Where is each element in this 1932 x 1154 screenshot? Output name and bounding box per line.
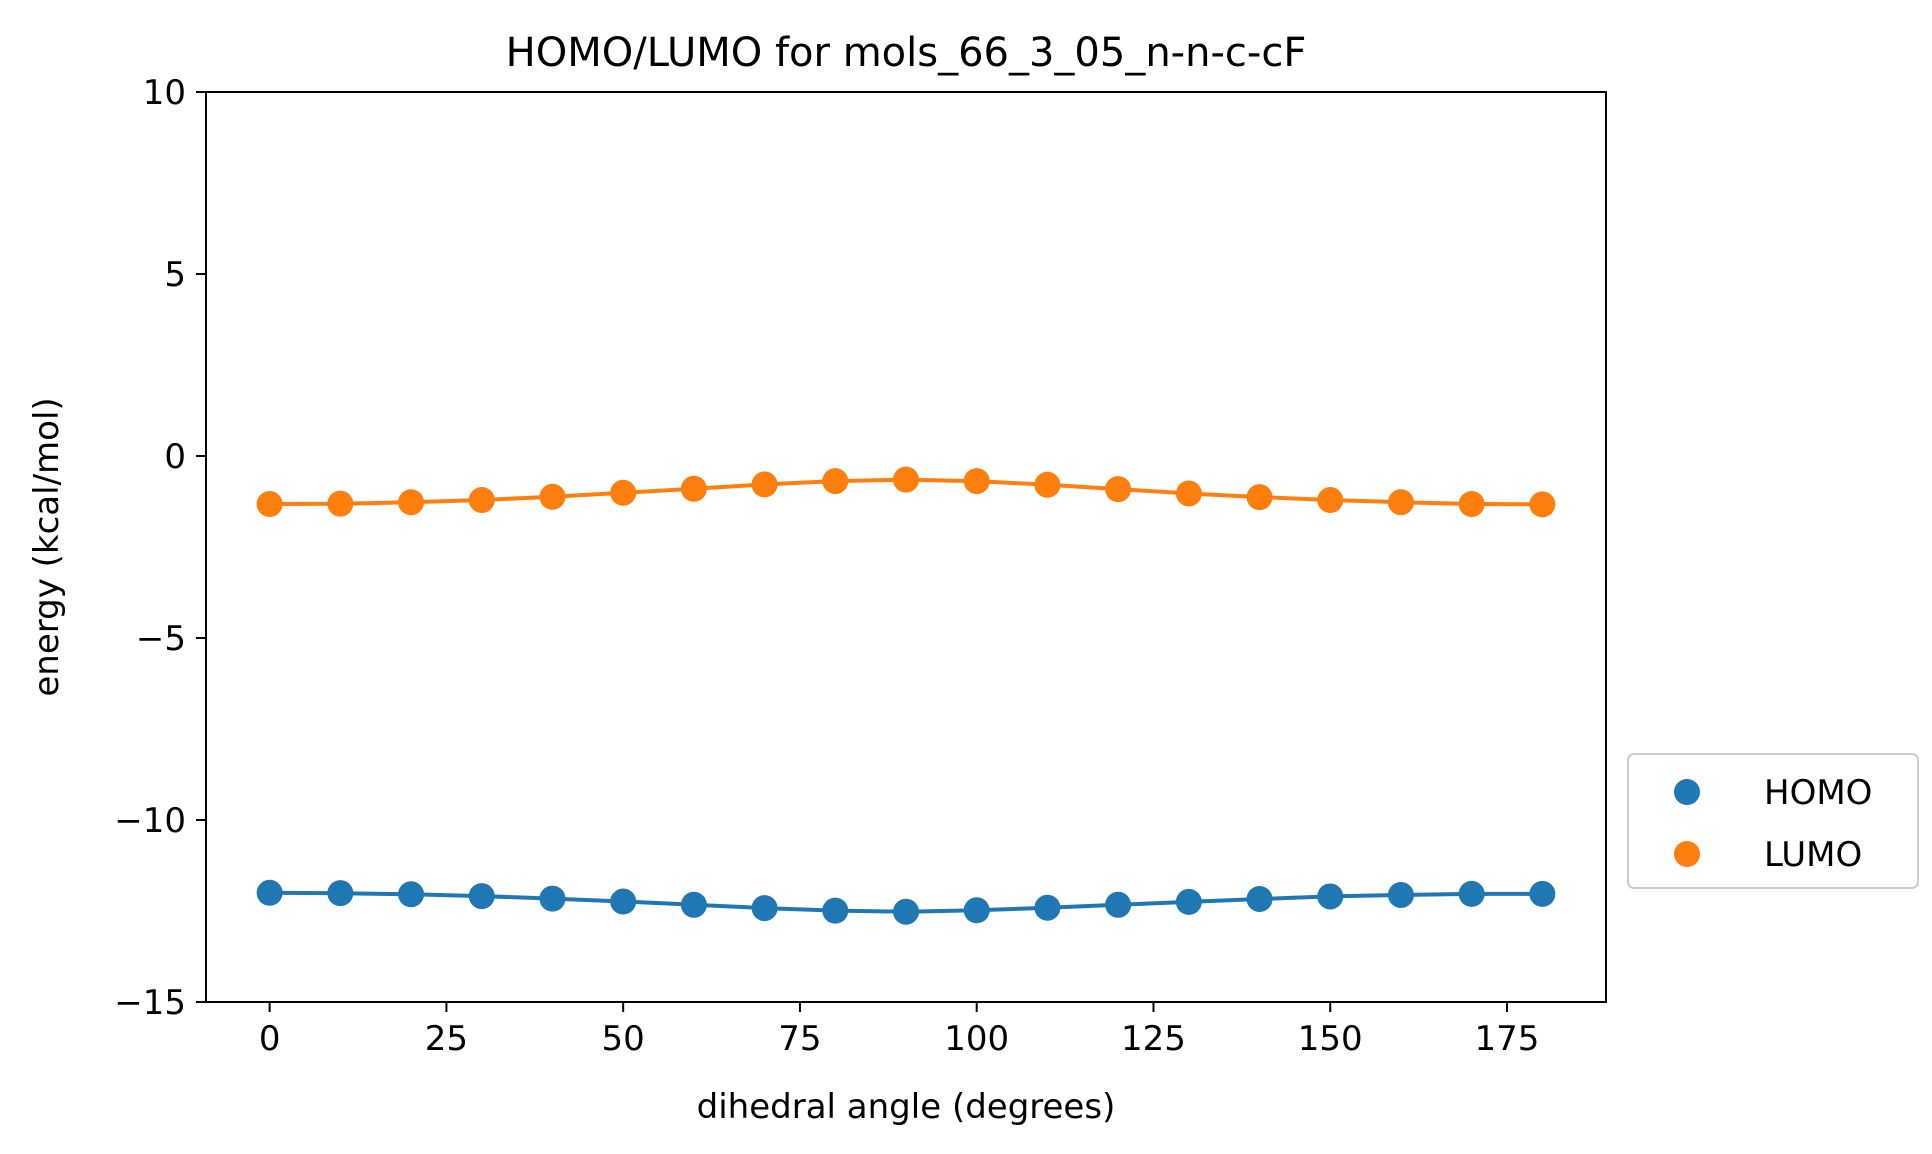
x-tick-label: 0 xyxy=(259,1019,281,1059)
y-tick-label: −10 xyxy=(114,801,186,841)
lumo-point xyxy=(1105,476,1132,503)
homo-point xyxy=(680,891,707,918)
homo-point xyxy=(398,881,425,908)
homo-point xyxy=(1034,894,1061,921)
lumo-point xyxy=(327,490,354,517)
x-tick-label: 75 xyxy=(778,1019,821,1059)
homo-point xyxy=(1317,883,1344,910)
lumo-point xyxy=(468,487,495,514)
lumo-point xyxy=(822,468,849,495)
homo-point xyxy=(1175,888,1202,915)
lumo-point xyxy=(1458,491,1485,518)
chart-title: HOMO/LUMO for mols_66_3_05_n-n-c-cF xyxy=(506,30,1307,76)
lumo-point xyxy=(751,471,778,498)
lumo-point xyxy=(1317,487,1344,514)
x-tick-label: 50 xyxy=(602,1019,645,1059)
lumo-point xyxy=(1387,489,1414,516)
lumo-point xyxy=(963,468,990,495)
y-tick-label: 0 xyxy=(164,437,186,477)
homo-point xyxy=(1246,885,1273,912)
homo-point xyxy=(1387,881,1414,908)
y-tick-label: 10 xyxy=(143,73,186,113)
homo-point xyxy=(822,897,849,924)
legend-label-lumo: LUMO xyxy=(1764,835,1862,875)
homo-point xyxy=(1458,880,1485,907)
lumo-point xyxy=(398,489,425,516)
homo-point xyxy=(539,885,566,912)
homo-point xyxy=(1105,891,1132,918)
legend-label-homo: HOMO xyxy=(1764,773,1872,813)
x-tick-label: 150 xyxy=(1298,1019,1363,1059)
lumo-point xyxy=(1034,471,1061,498)
lumo-point xyxy=(680,475,707,502)
x-axis: 0 25 50 75 100 125 150 175 xyxy=(259,1002,1540,1059)
plot-frame xyxy=(205,91,1607,1003)
lumo-point xyxy=(893,466,919,493)
legend-frame xyxy=(1627,753,1919,889)
lumo-point xyxy=(1529,491,1556,518)
lumo-point xyxy=(256,491,283,518)
series-layer xyxy=(256,466,1556,925)
homo-point xyxy=(610,888,637,915)
y-axis: −15 −10 −5 0 5 10 xyxy=(114,73,206,1023)
lumo-point xyxy=(1246,484,1273,511)
lumo-point xyxy=(539,483,566,510)
y-tick-label: −5 xyxy=(136,619,186,659)
homo-point xyxy=(468,883,495,910)
y-axis-title: energy (kcal/mol) xyxy=(27,397,67,696)
x-tick-label: 25 xyxy=(425,1019,468,1059)
x-axis-title: dihedral angle (degrees) xyxy=(697,1087,1116,1127)
legend-marker-homo xyxy=(1674,779,1700,805)
homo-point xyxy=(327,880,354,907)
y-tick-label: −15 xyxy=(114,983,186,1023)
legend-marker-lumo xyxy=(1674,841,1700,867)
homo-point xyxy=(963,897,990,924)
homo-point xyxy=(751,895,778,922)
plot-area xyxy=(205,91,1607,1003)
x-tick-label: 175 xyxy=(1475,1019,1540,1059)
x-tick-label: 125 xyxy=(1121,1019,1186,1059)
homo-point xyxy=(256,879,283,906)
x-tick-label: 100 xyxy=(944,1019,1009,1059)
lumo-point xyxy=(610,479,637,506)
homo-point xyxy=(893,898,919,925)
homo-point xyxy=(1529,880,1556,907)
y-tick-label: 5 xyxy=(164,255,186,295)
lumo-point xyxy=(1175,480,1202,507)
legend: HOMO LUMO xyxy=(1627,753,1919,889)
